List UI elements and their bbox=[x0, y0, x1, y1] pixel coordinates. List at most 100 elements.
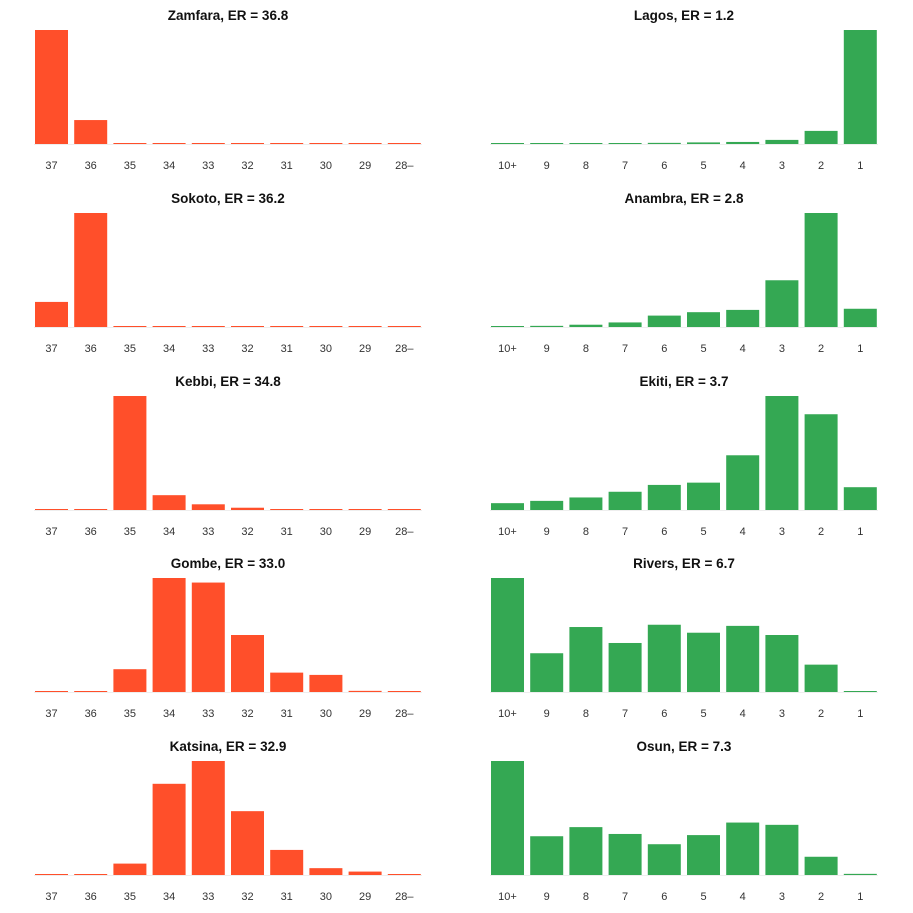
bar bbox=[843, 691, 877, 692]
bar bbox=[348, 326, 382, 327]
tick-label: 2 bbox=[818, 708, 824, 720]
panel-title: Sokoto, ER = 36.2 bbox=[171, 191, 285, 206]
bar bbox=[647, 844, 681, 875]
panel-6: Gombe, ER = 33.0 37 36 35 34 33 32 31 30 29 28– bbox=[34, 556, 422, 720]
bar bbox=[113, 863, 147, 875]
tick-label: 31 bbox=[281, 343, 293, 355]
bar bbox=[35, 301, 68, 327]
bar bbox=[387, 509, 421, 510]
bar bbox=[74, 120, 108, 144]
bar bbox=[569, 324, 603, 327]
bar bbox=[309, 509, 343, 510]
tick-label: 6 bbox=[661, 891, 667, 903]
tick-label: 37 bbox=[45, 343, 57, 355]
tick-label: 4 bbox=[740, 708, 746, 720]
bar bbox=[270, 143, 304, 144]
bar bbox=[491, 143, 524, 144]
panel-title: Anambra, ER = 2.8 bbox=[625, 191, 744, 206]
tick-label: 29 bbox=[359, 343, 371, 355]
bar bbox=[152, 783, 186, 875]
panel-9: Osun, ER = 7.3 10+ 9 8 7 6 5 4 3 2 1 bbox=[490, 739, 878, 903]
bar bbox=[309, 143, 343, 144]
tick-label: 28– bbox=[395, 891, 414, 903]
tick-label: 4 bbox=[740, 891, 746, 903]
tick-label: 31 bbox=[281, 160, 293, 172]
tick-label: 8 bbox=[583, 891, 589, 903]
tick-label: 4 bbox=[740, 343, 746, 355]
tick-label: 5 bbox=[700, 160, 706, 172]
tick-label: 7 bbox=[622, 343, 628, 355]
bar bbox=[804, 213, 838, 327]
tick-label: 5 bbox=[700, 343, 706, 355]
tick-label: 37 bbox=[45, 526, 57, 538]
tick-label: 9 bbox=[544, 708, 550, 720]
bar bbox=[530, 653, 564, 692]
bar bbox=[191, 761, 225, 875]
bar bbox=[569, 827, 603, 875]
bar bbox=[348, 871, 382, 875]
bar bbox=[231, 635, 264, 692]
bar bbox=[726, 455, 760, 510]
panel-title: Osun, ER = 7.3 bbox=[637, 739, 732, 754]
tick-label: 3 bbox=[779, 343, 785, 355]
tick-label: 2 bbox=[818, 343, 824, 355]
tick-label: 28– bbox=[395, 708, 414, 720]
bar bbox=[804, 664, 838, 692]
tick-label: 7 bbox=[622, 160, 628, 172]
tick-label: 34 bbox=[163, 343, 175, 355]
tick-label: 33 bbox=[202, 891, 214, 903]
bar bbox=[387, 326, 421, 327]
tick-label: 33 bbox=[202, 343, 214, 355]
bar bbox=[608, 833, 642, 875]
bar bbox=[530, 500, 564, 510]
tick-label: 32 bbox=[241, 343, 253, 355]
tick-label: 8 bbox=[583, 160, 589, 172]
tick-label: 36 bbox=[85, 708, 97, 720]
tick-label: 8 bbox=[583, 526, 589, 538]
bar bbox=[152, 495, 186, 510]
tick-label: 10+ bbox=[498, 343, 517, 355]
bar bbox=[491, 326, 524, 327]
panel-title: Kebbi, ER = 34.8 bbox=[175, 374, 281, 389]
bar bbox=[843, 873, 877, 875]
tick-label: 10+ bbox=[498, 708, 517, 720]
bar bbox=[348, 690, 382, 692]
tick-label: 10+ bbox=[498, 891, 517, 903]
bar bbox=[804, 130, 838, 144]
tick-label: 9 bbox=[544, 343, 550, 355]
panel-title: Lagos, ER = 1.2 bbox=[634, 8, 734, 23]
tick-label: 6 bbox=[661, 343, 667, 355]
tick-label: 36 bbox=[85, 343, 97, 355]
bar bbox=[608, 143, 642, 144]
bar bbox=[804, 414, 838, 510]
tick-label: 30 bbox=[320, 160, 332, 172]
tick-label: 7 bbox=[622, 526, 628, 538]
tick-label: 32 bbox=[241, 708, 253, 720]
bar bbox=[765, 280, 799, 327]
bar bbox=[569, 143, 603, 144]
panel-title: Ekiti, ER = 3.7 bbox=[640, 374, 729, 389]
bar bbox=[726, 309, 760, 327]
tick-label: 2 bbox=[818, 160, 824, 172]
bar bbox=[113, 669, 147, 692]
bar bbox=[843, 30, 877, 144]
bar bbox=[491, 578, 524, 692]
bar bbox=[608, 491, 642, 510]
bar bbox=[726, 141, 760, 144]
tick-label: 5 bbox=[700, 891, 706, 903]
bar bbox=[569, 627, 603, 692]
bar bbox=[765, 635, 799, 692]
tick-label: 28– bbox=[395, 343, 414, 355]
bar bbox=[231, 326, 264, 327]
bar bbox=[270, 672, 304, 692]
bar bbox=[687, 482, 720, 510]
tick-label: 35 bbox=[124, 708, 136, 720]
tick-label: 1 bbox=[857, 343, 863, 355]
bar bbox=[35, 691, 68, 692]
tick-label: 3 bbox=[779, 891, 785, 903]
bar bbox=[491, 503, 524, 510]
tick-label: 36 bbox=[85, 526, 97, 538]
tick-label: 9 bbox=[544, 891, 550, 903]
panel-0: Zamfara, ER = 36.8 37 36 35 34 33 32 31 30 29 28– bbox=[34, 8, 422, 172]
